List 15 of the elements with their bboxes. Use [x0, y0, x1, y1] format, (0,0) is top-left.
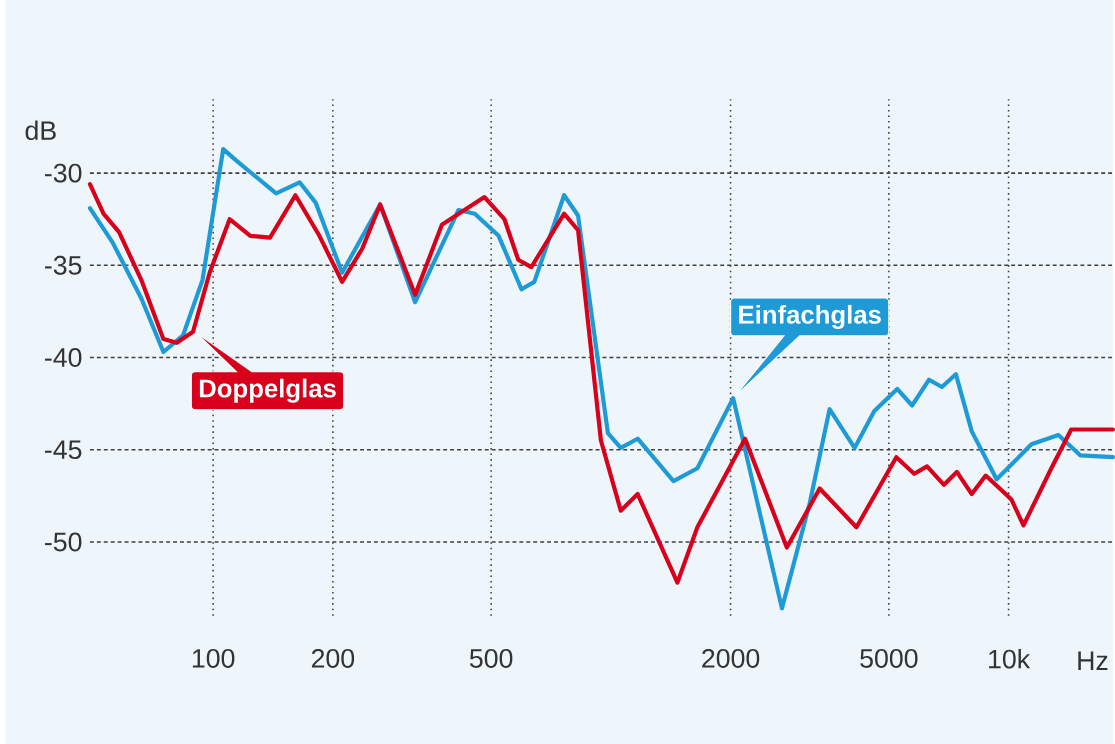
y-axis-title: dB	[25, 120, 56, 141]
y-tick-label: -40	[45, 348, 82, 368]
x-tick-label: 200	[311, 649, 355, 668]
y-tick-label: -50	[45, 532, 82, 552]
x-tick-label: 10k	[989, 649, 1031, 669]
x-tick-label: 5000	[860, 649, 918, 668]
x-tick-label: 500	[469, 649, 513, 668]
y-tick-label: -35	[45, 255, 82, 275]
x-tick-label: 2000	[702, 649, 760, 668]
y-tick-label: -45	[45, 440, 82, 460]
x-tick-label: 100	[192, 649, 235, 668]
text: Einfachglas	[739, 304, 881, 330]
y-tick-label: -30	[45, 163, 82, 183]
series-label: Doppelglas	[199, 378, 336, 403]
x-axis-title: Hz	[1078, 651, 1108, 670]
